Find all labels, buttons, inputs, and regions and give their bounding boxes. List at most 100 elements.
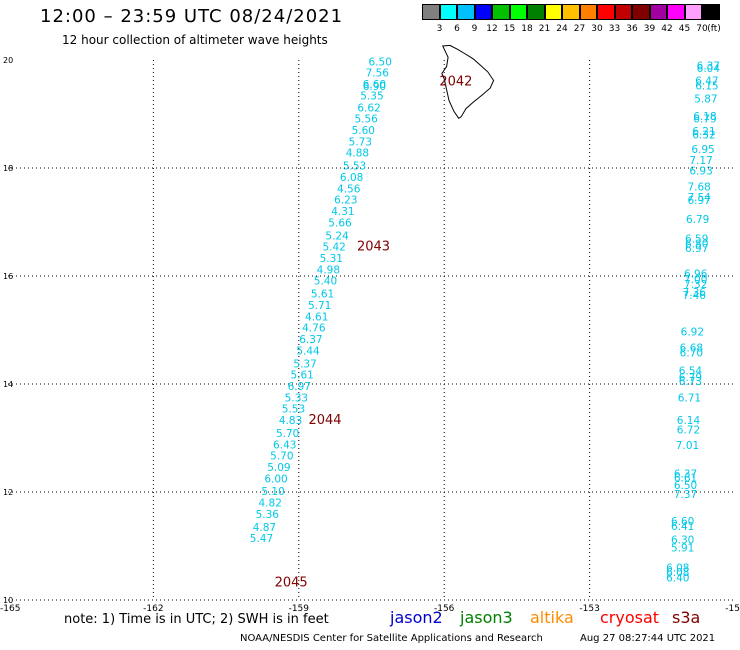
legend-swatch <box>632 4 650 20</box>
wave-height-label: 5.33 <box>285 392 308 404</box>
wave-height-label: 7.37 <box>674 489 697 501</box>
legend-swatch <box>649 4 667 20</box>
wave-height-label: 7.56 <box>366 68 390 80</box>
legend-swatch <box>667 4 685 20</box>
wave-height-label: 5.91 <box>671 542 694 554</box>
hawaii-island-outline <box>441 44 495 119</box>
wave-height-label: 6.97 <box>288 381 311 393</box>
wave-height-label: 7.32 <box>684 279 707 291</box>
footer-note: note: 1) Time is in UTC; 2) SWH is in fe… <box>64 612 329 627</box>
wave-height-label: 6.50 <box>674 480 697 492</box>
legend-label: 12 <box>486 24 498 34</box>
wave-height-label: 6.60 <box>363 79 386 91</box>
x-tick-label: -159 <box>289 604 310 614</box>
wave-height-label: 6.97 <box>687 195 710 207</box>
legend-swatch <box>457 4 475 20</box>
legend-label: (ft) <box>707 24 721 34</box>
legend-label: 39 <box>643 24 656 34</box>
wave-height-label: 6.08 <box>666 567 689 579</box>
legend-swatch <box>474 4 492 20</box>
legend-label: 18 <box>521 24 533 34</box>
legend-swatch <box>684 4 702 20</box>
x-tick-label: -165 <box>0 604 20 614</box>
legend-swatch <box>614 4 632 20</box>
wave-height-label: 7.01 <box>676 440 699 452</box>
wave-height-label: 6.95 <box>691 144 714 156</box>
wave-height-label: 5.70 <box>276 428 299 440</box>
satellite-cryosat: cryosat <box>600 608 660 627</box>
wave-height-label: 6.90 <box>363 81 386 93</box>
wave-height-label: 4.31 <box>331 206 354 218</box>
wave-height-label: 6.72 <box>677 425 700 437</box>
wave-height-label: 6.93 <box>689 165 712 177</box>
legend-label: 70 <box>696 24 708 34</box>
satellite-jason3: jason3 <box>460 608 513 627</box>
wave-height-label: 7.68 <box>687 182 710 194</box>
axis-tick-labels: -165 -162 -159 -156 -153 -15 10 12 14 16 18 20 <box>0 56 740 614</box>
satellite-s3a: s3a <box>672 608 701 627</box>
wave-height-label: 4.88 <box>346 148 369 160</box>
legend-swatch <box>492 4 510 20</box>
wave-height-label: 6.21 <box>692 126 715 138</box>
wave-height-label: 5.10 <box>261 486 284 498</box>
y-tick-label: 12 <box>3 488 13 497</box>
time-labels: 20422043204420451414041404 <box>275 74 473 590</box>
wave-height-label: 4.83 <box>279 415 302 427</box>
wave-height-label: 6.73 <box>679 376 702 388</box>
chart-subtitle: 12 hour collection of altimeter wave hei… <box>62 33 328 47</box>
wave-height-label: 5.31 <box>320 253 343 265</box>
wave-height-label: 5.53 <box>343 161 366 173</box>
legend-label: 3 <box>436 24 443 34</box>
wave-height-label: 6.04 <box>697 63 721 75</box>
wave-height-label: 7.36 <box>683 287 707 299</box>
legend-label: 9 <box>471 24 478 34</box>
legend-label: 45 <box>678 24 691 34</box>
wave-height-label: 5.40 <box>314 276 337 288</box>
wave-height-label: 6.47 <box>695 75 718 87</box>
wave-height-label: 6.79 <box>693 114 716 126</box>
wave-height-label: 5.47 <box>250 533 273 545</box>
legend-swatch <box>509 4 527 20</box>
wave-height-label: 7.00 <box>684 274 707 286</box>
wave-height-label: 6.80 <box>685 238 708 250</box>
y-tick-label: 20 <box>3 56 13 65</box>
wave-height-label: 6.62 <box>357 102 380 114</box>
time-label: 2044 <box>308 413 341 428</box>
legend-label: 15 <box>503 24 516 34</box>
wave-height-label: 5.36 <box>256 509 280 521</box>
wave-height-label: 6.00 <box>264 473 287 485</box>
wave-height-label: 5.70 <box>270 451 293 463</box>
wave-height-label: 4.56 <box>337 183 361 195</box>
wave-height-label: 5.44 <box>296 345 320 357</box>
legend-swatch <box>702 4 720 20</box>
wave-height-label: 5.61 <box>290 370 313 382</box>
wave-height-label: 4.87 <box>253 522 276 534</box>
wave-height-label: 6.68 <box>680 343 703 355</box>
wave-height-label: 6.15 <box>695 81 718 93</box>
time-label: 2043 <box>357 240 390 255</box>
legend-label: 6 <box>454 24 460 34</box>
x-tick-label: -15 <box>725 604 740 614</box>
wave-height-label: 6.41 <box>671 521 694 533</box>
legend-swatch <box>544 4 562 20</box>
x-tick-label: -156 <box>434 604 455 614</box>
wave-height-label: 6.32 <box>692 129 715 141</box>
x-tick-label: -162 <box>143 604 163 614</box>
wave-height-label: 6.61 <box>674 473 697 485</box>
wave-height-label: 5.61 <box>311 289 334 301</box>
land-outline <box>441 44 495 119</box>
wave-height-label: 5.87 <box>694 94 717 106</box>
legend-label: 24 <box>556 24 568 34</box>
wave-height-label: 5.60 <box>352 125 375 137</box>
legend-label: 27 <box>573 24 586 34</box>
legend-swatch <box>579 4 597 20</box>
wave-height-label: 6.79 <box>686 214 709 226</box>
wave-height-label: 6.50 <box>369 56 392 68</box>
wave-height-label: 6.37 <box>697 61 720 73</box>
wave-height-label: 5.24 <box>325 230 349 242</box>
wave-height-label: 7.46 <box>683 290 707 302</box>
legend-swatch <box>562 4 580 20</box>
legend-label: 36 <box>626 24 638 34</box>
wave-height-label: 5.37 <box>293 358 316 370</box>
